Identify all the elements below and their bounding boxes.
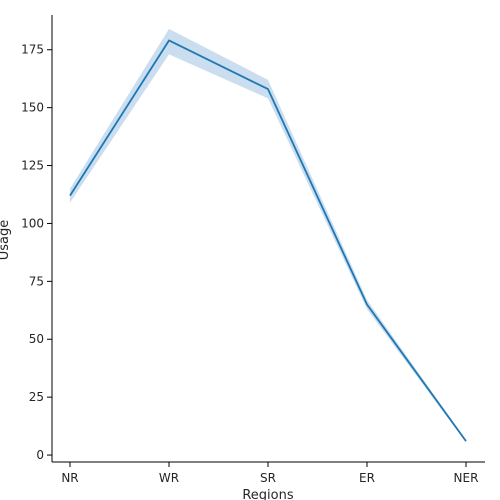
y-tick-label-0: 0 <box>36 448 44 462</box>
y-tick-label-50: 50 <box>29 332 44 346</box>
y-tick-label-175: 175 <box>21 43 44 57</box>
y-axis-ticks: 0 25 50 75 100 125 150 175 <box>21 43 52 462</box>
x-axis-label: Regions <box>242 488 294 500</box>
y-tick-label-125: 125 <box>21 159 44 173</box>
y-tick-label-100: 100 <box>21 216 44 230</box>
y-tick-label-150: 150 <box>21 101 44 115</box>
y-axis-label: Usage <box>0 220 12 261</box>
x-tick-label-wr: WR <box>159 471 179 485</box>
y-tick-label-75: 75 <box>29 274 44 288</box>
x-axis-ticks: NR WR SR ER NER <box>61 462 478 485</box>
y-tick-label-25: 25 <box>29 390 44 404</box>
series-line-layer <box>69 39 467 442</box>
series-line-0 <box>69 39 467 442</box>
x-tick-label-sr: SR <box>260 471 276 485</box>
x-tick-label-ner: NER <box>454 471 479 485</box>
x-tick-label-nr: NR <box>61 471 78 485</box>
x-tick-label-er: ER <box>359 471 375 485</box>
